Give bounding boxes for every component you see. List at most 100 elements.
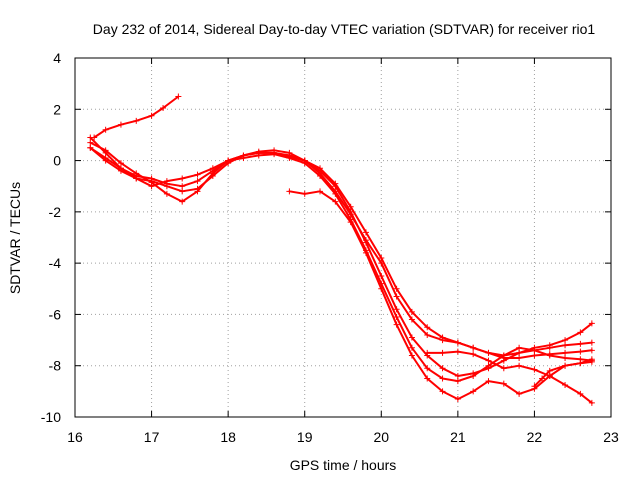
data-point (362, 239, 369, 246)
x-tick-label: 17 (144, 429, 160, 445)
x-tick-label: 19 (297, 429, 313, 445)
data-point (347, 219, 354, 226)
data-point (531, 383, 538, 390)
data-point (588, 399, 595, 406)
data-point (588, 358, 595, 365)
data-point (577, 329, 584, 336)
data-point (179, 198, 186, 205)
data-point (562, 381, 569, 388)
data-point (424, 365, 431, 372)
data-point (424, 375, 431, 382)
x-axis-label: GPS time / hours (290, 457, 397, 473)
data-point (87, 134, 94, 141)
data-point (531, 366, 538, 373)
series-track-g (424, 348, 595, 406)
data-point (500, 380, 507, 387)
data-point (588, 339, 595, 346)
data-point (546, 367, 553, 374)
data-point (209, 167, 216, 174)
data-point (500, 365, 507, 372)
data-point (301, 190, 308, 197)
grid (75, 58, 611, 417)
data-point (194, 178, 201, 185)
data-point (378, 272, 385, 279)
data-point (546, 342, 553, 349)
series-line (93, 95, 180, 139)
data-point (408, 316, 415, 323)
data-point (516, 344, 523, 351)
data-point (562, 355, 569, 362)
data-point (378, 285, 385, 292)
data-point (546, 352, 553, 359)
data-point (470, 388, 477, 395)
data-point (179, 183, 186, 190)
data-point (500, 357, 507, 364)
data-point (470, 344, 477, 351)
data-point (393, 306, 400, 313)
y-tick-label: 4 (53, 50, 61, 66)
data-point (408, 344, 415, 351)
data-point (454, 396, 461, 403)
series-track-a (91, 93, 182, 141)
data-point (485, 362, 492, 369)
data-point (577, 340, 584, 347)
series-line (89, 146, 593, 383)
data-point (439, 334, 446, 341)
data-point (516, 390, 523, 397)
data-point (485, 378, 492, 385)
data-point (87, 144, 94, 151)
y-tick-label: -2 (49, 204, 62, 220)
series-track-b (87, 134, 595, 359)
data-point (408, 334, 415, 341)
data-point (393, 313, 400, 320)
data-point (393, 321, 400, 328)
data-point (301, 160, 308, 167)
data-point (408, 308, 415, 315)
data-point (588, 320, 595, 327)
data-point (87, 139, 94, 146)
data-point (588, 347, 595, 354)
data-point (562, 342, 569, 349)
y-tick-label: 0 (53, 153, 61, 169)
data-point (439, 349, 446, 356)
data-point (454, 339, 461, 346)
data-point (408, 352, 415, 359)
data-point (179, 175, 186, 182)
y-tick-label: -4 (49, 255, 62, 271)
data-point (255, 152, 262, 159)
data-point (133, 172, 140, 179)
x-tick-label: 18 (220, 429, 236, 445)
data-point (516, 349, 523, 356)
series-track-c (87, 139, 595, 362)
data-point (117, 160, 124, 167)
y-axis-label: SDTVAR / TECUs (7, 182, 23, 294)
data-point (539, 375, 546, 382)
data-point (133, 117, 140, 124)
data-point (439, 375, 446, 382)
y-tick-label: 2 (53, 101, 61, 117)
x-tick-label: 23 (603, 429, 619, 445)
data-point (209, 172, 216, 179)
data-point (102, 147, 109, 154)
data-point (424, 331, 431, 338)
data-point (317, 172, 324, 179)
data-point (531, 352, 538, 359)
data-point (531, 347, 538, 354)
series-track-e (87, 144, 595, 385)
x-tick-label: 16 (67, 429, 83, 445)
data-point (577, 348, 584, 355)
series-track-h (531, 358, 595, 390)
data-point (286, 188, 293, 195)
data-point (332, 183, 339, 190)
data-point (470, 351, 477, 358)
data-point (546, 372, 553, 379)
data-point (148, 112, 155, 119)
data-point (393, 293, 400, 300)
data-point (286, 155, 293, 162)
data-point (347, 208, 354, 215)
data-point (148, 175, 155, 182)
data-point (194, 185, 201, 192)
series-line (89, 136, 593, 357)
data-point (562, 349, 569, 356)
